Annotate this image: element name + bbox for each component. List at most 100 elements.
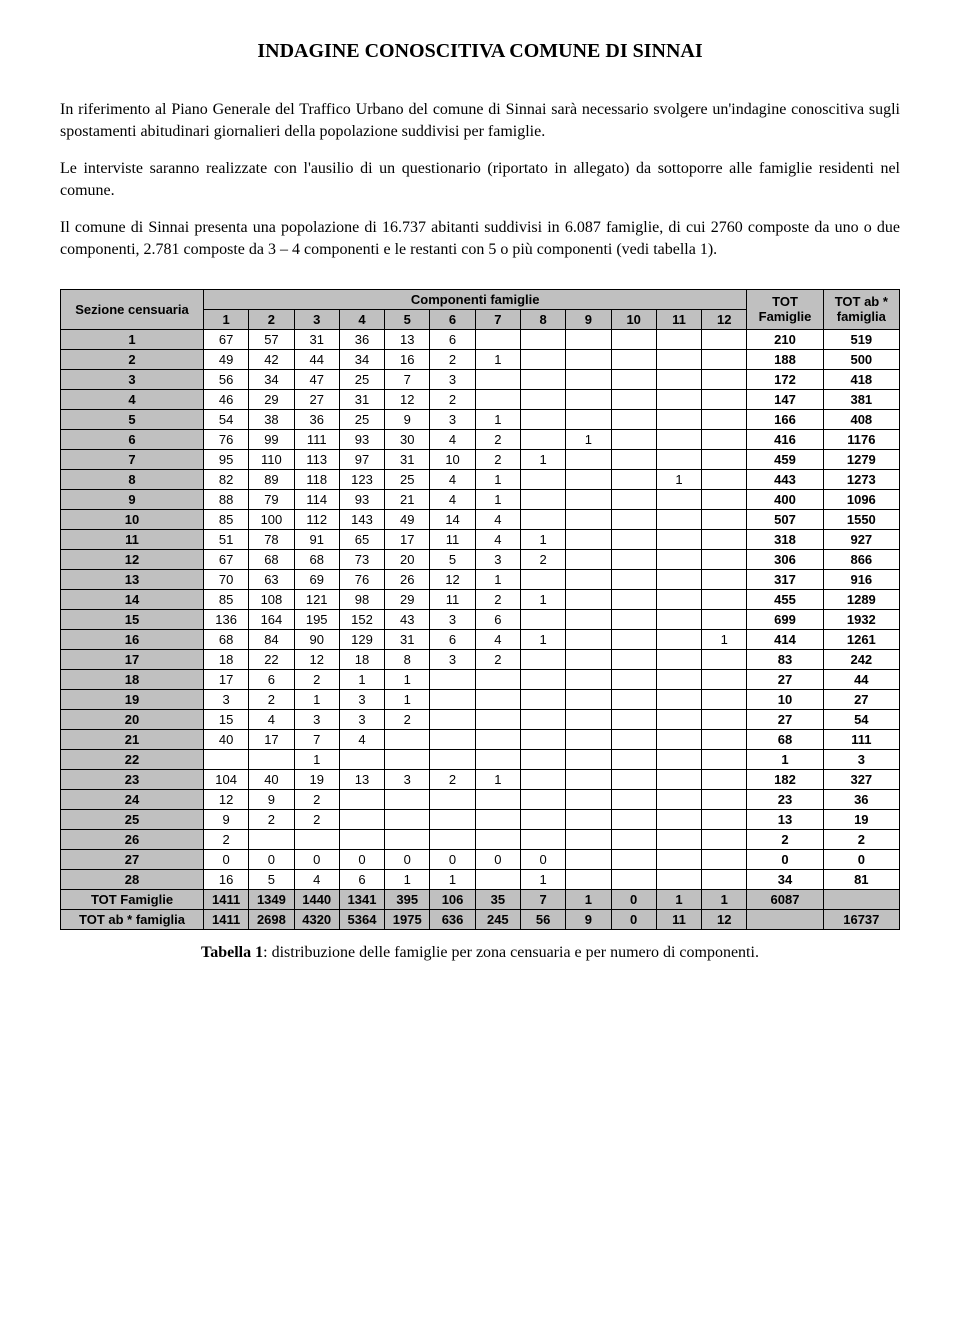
cell-value — [475, 669, 520, 689]
cell-value — [520, 489, 565, 509]
cell-value: 11 — [430, 529, 475, 549]
cell-value: 123 — [339, 469, 384, 489]
cell-total-value: 1411 — [204, 909, 249, 929]
cell-value: 3 — [430, 649, 475, 669]
cell-total-value: 1341 — [339, 889, 384, 909]
cell-value: 1 — [520, 449, 565, 469]
cell-value: 76 — [204, 429, 249, 449]
cell-sezione: 13 — [61, 569, 204, 589]
cell-value — [611, 549, 656, 569]
cell-value: 3 — [430, 409, 475, 429]
th-col-8: 8 — [520, 309, 565, 329]
cell-value — [702, 469, 747, 489]
cell-value — [566, 869, 611, 889]
cell-tot-famiglie: 507 — [747, 509, 823, 529]
cell-value — [566, 609, 611, 629]
cell-tot-ab: 519 — [823, 329, 899, 349]
cell-value: 97 — [339, 449, 384, 469]
cell-sezione: 28 — [61, 869, 204, 889]
cell-value — [520, 689, 565, 709]
cell-value — [611, 829, 656, 849]
table-row: 2494244341621188500 — [61, 349, 900, 369]
cell-value — [520, 569, 565, 589]
cell-value: 1 — [339, 669, 384, 689]
cell-tot-ab: 381 — [823, 389, 899, 409]
cell-value: 9 — [249, 789, 294, 809]
cell-value — [475, 729, 520, 749]
cell-tot-ab: 44 — [823, 669, 899, 689]
cell-tot-ab: 500 — [823, 349, 899, 369]
cell-tot-ab: 916 — [823, 569, 899, 589]
cell-total-value: 2698 — [249, 909, 294, 929]
cell-value — [430, 749, 475, 769]
th-col-4: 4 — [339, 309, 384, 329]
cell-value: 113 — [294, 449, 339, 469]
cell-tot-famiglie: 83 — [747, 649, 823, 669]
cell-value: 15 — [204, 709, 249, 729]
cell-value — [656, 589, 701, 609]
cell-value — [656, 449, 701, 469]
cell-value — [611, 709, 656, 729]
cell-value: 0 — [294, 849, 339, 869]
cell-value — [656, 809, 701, 829]
cell-value — [656, 509, 701, 529]
cell-value: 54 — [204, 409, 249, 429]
cell-tot-ab: 111 — [823, 729, 899, 749]
cell-value: 3 — [475, 549, 520, 569]
cell-value — [520, 409, 565, 429]
cell-tot-famiglie: 306 — [747, 549, 823, 569]
cell-value — [656, 609, 701, 629]
cell-value — [611, 329, 656, 349]
cell-tot-famiglie: 416 — [747, 429, 823, 449]
cell-tot-ab: 1279 — [823, 449, 899, 469]
cell-sezione: 27 — [61, 849, 204, 869]
cell-total-ab — [823, 889, 899, 909]
cell-value — [656, 789, 701, 809]
cell-total-famiglie — [747, 909, 823, 929]
cell-value — [702, 809, 747, 829]
cell-value — [611, 769, 656, 789]
cell-value: 88 — [204, 489, 249, 509]
cell-value: 6 — [430, 329, 475, 349]
cell-value — [566, 369, 611, 389]
cell-value: 1 — [475, 769, 520, 789]
th-col-2: 2 — [249, 309, 294, 329]
table-row: 270000000000 — [61, 849, 900, 869]
table-container: Sezione censuaria Componenti famiglie TO… — [60, 289, 900, 930]
cell-value: 10 — [430, 449, 475, 469]
cell-total-value: 56 — [520, 909, 565, 929]
cell-value — [339, 749, 384, 769]
cell-value: 6 — [249, 669, 294, 689]
cell-value — [385, 729, 430, 749]
cell-value — [566, 469, 611, 489]
cell-value — [656, 569, 701, 589]
cell-value — [702, 789, 747, 809]
cell-tot-ab: 866 — [823, 549, 899, 569]
cell-total-value: 11 — [656, 909, 701, 929]
cell-value: 195 — [294, 609, 339, 629]
cell-value: 108 — [249, 589, 294, 609]
cell-value: 93 — [339, 489, 384, 509]
cell-value: 0 — [430, 849, 475, 869]
cell-value: 13 — [385, 329, 430, 349]
cell-value: 36 — [339, 329, 384, 349]
cell-value — [656, 669, 701, 689]
cell-value: 91 — [294, 529, 339, 549]
cell-tot-ab: 927 — [823, 529, 899, 549]
cell-sezione: 4 — [61, 389, 204, 409]
cell-value — [611, 689, 656, 709]
table-row: 26222 — [61, 829, 900, 849]
cell-value: 6 — [475, 609, 520, 629]
cell-tot-famiglie: 1 — [747, 749, 823, 769]
cell-value: 47 — [294, 369, 339, 389]
cell-value — [566, 629, 611, 649]
cell-total-value: 245 — [475, 909, 520, 929]
cell-tot-famiglie: 0 — [747, 849, 823, 869]
cell-sezione: 8 — [61, 469, 204, 489]
table-row: 259221319 — [61, 809, 900, 829]
th-tot-ab: TOT ab * famiglia — [823, 289, 899, 329]
cell-value: 31 — [339, 389, 384, 409]
cell-value — [475, 789, 520, 809]
cell-value — [702, 609, 747, 629]
cell-value — [475, 869, 520, 889]
